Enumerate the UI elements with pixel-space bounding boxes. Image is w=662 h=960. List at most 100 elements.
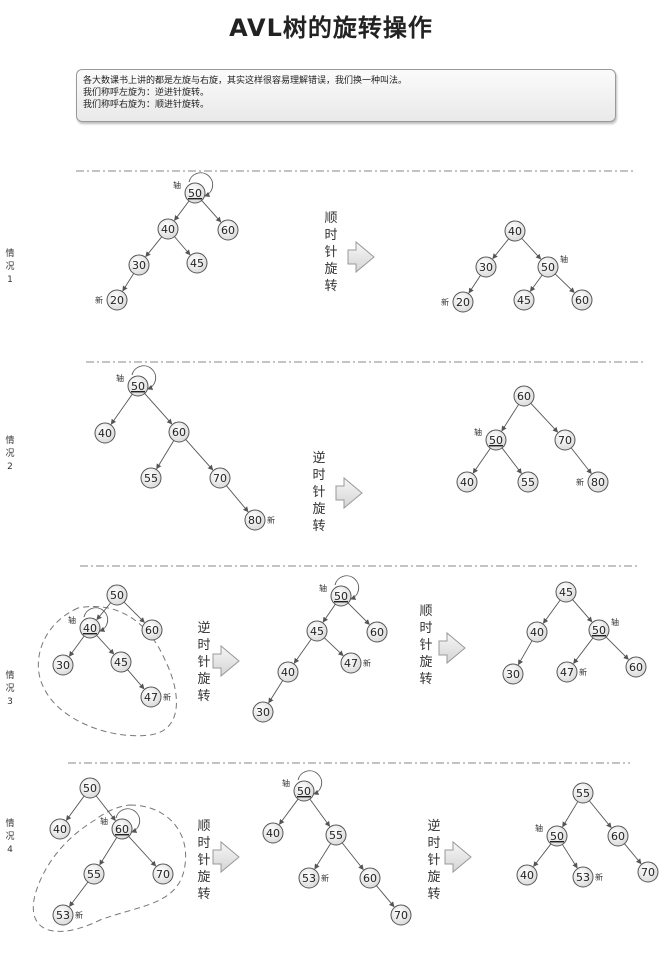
tree-node: 70 [637, 861, 659, 883]
new-node-tag: 新 [595, 872, 603, 882]
tree-edge [268, 680, 284, 704]
node-value: 60 [370, 626, 384, 639]
node-circle [52, 904, 74, 926]
node-value: 30 [56, 659, 70, 672]
note-line: 各大数课书上讲的都是左旋与右旋，其实这样很容易理解错误，我们换一种叫法。 [83, 76, 408, 86]
tree-edge [309, 798, 331, 827]
tree-node: 45 [110, 651, 132, 673]
tree-edge [278, 798, 299, 825]
tree-node: 50 轴 [319, 575, 360, 607]
node-value: 47 [344, 657, 358, 670]
node-circle [128, 254, 150, 276]
transition-arrow [212, 644, 240, 678]
transition-arrow [347, 240, 375, 274]
tree-node: 30 [52, 654, 74, 676]
tree-edge [314, 843, 332, 870]
tree-node: 50 轴 [282, 770, 323, 802]
tree-node: 30 [475, 256, 497, 278]
tree-node: 47 新 [340, 652, 371, 674]
node-value: 45 [559, 586, 573, 599]
tree-edge [99, 837, 118, 866]
tree-node: 47 新 [140, 686, 171, 708]
tree-node: 50 轴 [474, 427, 507, 451]
new-node-tag: 新 [75, 910, 83, 920]
tree-node: 50 轴 [173, 172, 214, 204]
tree-edge [68, 635, 85, 657]
tree-node: 20 新 [95, 289, 128, 311]
tree-edge [156, 440, 175, 470]
tree-node: 47 新 [556, 661, 587, 683]
node-circle [262, 822, 284, 844]
node-circle [359, 867, 381, 889]
node-circle [556, 661, 578, 683]
node-value: 47 [144, 691, 158, 704]
note-line: 我们称呼左旋为：逆进针旋转。 [83, 88, 210, 98]
tree-node: 55 [83, 863, 105, 885]
node-value: 45 [517, 294, 531, 307]
node-circle [186, 252, 208, 274]
new-node-tag: 新 [363, 658, 371, 668]
rotation-label: 逆时针旋转 [197, 621, 211, 704]
tree-edge [542, 599, 561, 624]
node-circle [452, 291, 474, 313]
rotation-indicator-icon [297, 770, 323, 795]
tree-edge [322, 603, 336, 623]
node-circle [475, 256, 497, 278]
node-value: 50 [188, 187, 202, 200]
tree-node: 53 新 [298, 867, 329, 889]
rotation-label: 逆时针旋转 [427, 819, 441, 902]
node-value: 70 [558, 434, 572, 447]
new-node-tag: 新 [267, 515, 275, 525]
tree-node: 55 [572, 782, 594, 804]
node-value: 53 [576, 871, 590, 884]
tree-edge [226, 485, 249, 513]
node-value: 40 [161, 223, 175, 236]
tree-node: 60 [513, 385, 535, 407]
tree-node: 70 [554, 429, 576, 451]
node-circle [502, 663, 524, 685]
tree-node: 45 [513, 289, 535, 311]
node-circle [485, 429, 507, 451]
node-value: 53 [56, 909, 70, 922]
pivot-tag: 轴 [173, 180, 181, 190]
new-node-tag: 新 [163, 692, 171, 702]
tree-node: 40 [516, 864, 538, 886]
tree-node: 60 [168, 421, 190, 443]
tree-edge [530, 403, 559, 433]
node-circle [637, 861, 659, 883]
tree-edge [588, 800, 612, 829]
node-value: 20 [110, 294, 124, 307]
node-circle [572, 782, 594, 804]
node-value: 55 [87, 868, 101, 881]
tree-node: 60 [366, 621, 388, 643]
tree-edge [554, 273, 575, 293]
transition-arrow [335, 476, 363, 510]
node-value: 30 [256, 706, 270, 719]
tree-edge [144, 393, 173, 425]
tree-node: 50 [79, 777, 101, 799]
new-node-tag: 新 [321, 873, 329, 883]
node-value: 45 [310, 625, 324, 638]
node-value: 40 [508, 225, 522, 238]
tree-node: 30 [502, 663, 524, 685]
node-circle [168, 421, 190, 443]
tree-node: 40 [526, 621, 548, 643]
tree-node: 40 轴 [68, 607, 109, 639]
transition-arrow [444, 840, 472, 874]
tree-node: 60 轴 [100, 808, 141, 840]
node-value: 50 [541, 261, 555, 274]
node-circle [209, 467, 231, 489]
tree-edge [185, 439, 214, 471]
tree-edge [570, 447, 592, 475]
node-value: 50 [297, 785, 311, 798]
tree-node: 80 新 [244, 509, 275, 531]
tree-node: 40 [49, 818, 71, 840]
node-value: 70 [156, 868, 170, 881]
transition-arrow [212, 840, 240, 874]
tree-edge [605, 636, 629, 660]
tree-node: 55 [140, 467, 162, 489]
pivot-tag: 轴 [282, 778, 290, 788]
tree-edge [492, 238, 510, 260]
